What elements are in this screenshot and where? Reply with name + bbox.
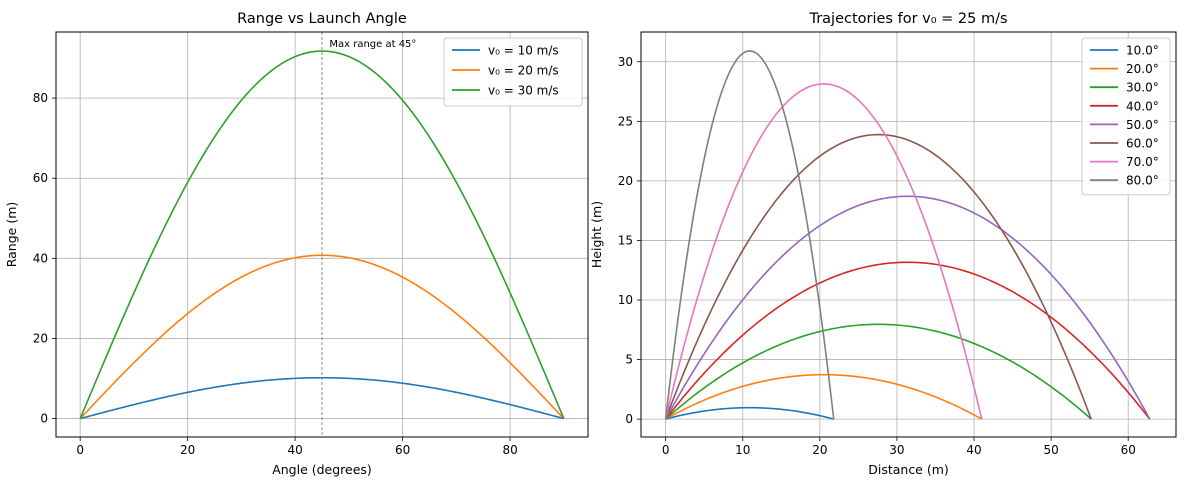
series-line-1	[79, 376, 565, 420]
y-tick-label: 5	[625, 353, 633, 367]
trajectory-line-4	[665, 261, 1151, 420]
max-range-annotation: Max range at 45°	[329, 39, 416, 50]
x-tick-label: 40	[966, 443, 981, 457]
x-tick-label: 80	[502, 443, 517, 457]
y-tick-label: 40	[33, 251, 48, 265]
range-chart-title: Range vs Launch Angle	[237, 11, 407, 27]
series-line-2	[79, 254, 565, 420]
legend-label: 60.0°	[1126, 137, 1159, 151]
x-tick-label: 0	[662, 443, 670, 457]
x-tick-label: 60	[395, 443, 410, 457]
y-tick-label: 20	[618, 174, 633, 188]
x-tick-label: 30	[889, 443, 904, 457]
legend-label: 80.0°	[1126, 174, 1159, 188]
x-tick-label: 20	[180, 443, 195, 457]
legend-box	[1081, 37, 1171, 196]
trajectory-chart-legend: 10.0° 20.0° 30.0° 40.0° 50.0° 60.0° 70.0° 80.0°	[1081, 37, 1171, 196]
range-chart-ticks: 0 20 40 60 80 0 20 40 60 80	[33, 91, 518, 457]
legend-label: 20.0°	[1126, 62, 1159, 76]
y-tick-label: 10	[618, 293, 633, 307]
trajectory-line-5	[664, 195, 1151, 420]
x-tick-label: 0	[76, 443, 84, 457]
legend-label: 50.0°	[1126, 118, 1159, 132]
x-tick-label: 60	[1121, 443, 1136, 457]
x-tick-label: 40	[287, 443, 302, 457]
trajectory-chart-frame	[640, 31, 1177, 438]
trajectory-chart-plot-area	[664, 50, 1151, 420]
legend-label: 30.0°	[1126, 81, 1159, 95]
range-chart-plot-area	[79, 32, 565, 437]
y-tick-label: 60	[33, 171, 48, 185]
trajectory-line-7	[664, 83, 983, 420]
y-tick-label: 25	[618, 114, 633, 128]
x-tick-label: 20	[812, 443, 827, 457]
trajectory-chart-y-axis-label: Height (m)	[589, 201, 604, 268]
trajectory-chart: 0 10 20 30 40 50 60 0 5 10 15 20 25 30 Trajectories f…	[589, 11, 1177, 477]
range-chart-frame	[55, 31, 589, 438]
y-tick-label: 0	[40, 412, 48, 426]
legend-label: v₀ = 30 m/s	[488, 84, 559, 98]
y-tick-label: 20	[33, 331, 48, 345]
trajectory-chart-title: Trajectories for v₀ = 25 m/s	[808, 11, 1007, 27]
y-tick-label: 30	[618, 55, 633, 69]
legend-box	[443, 37, 583, 107]
legend-label: 10.0°	[1126, 44, 1159, 58]
range-chart-y-axis-label: Range (m)	[4, 202, 19, 268]
trajectory-line-1	[665, 406, 834, 420]
trajectory-chart-x-axis-label: Distance (m)	[868, 462, 949, 477]
range-chart: 0 20 40 60 80 0 20 40 60 80 Range vs Launch Angle…	[4, 11, 589, 477]
legend-label: v₀ = 20 m/s	[488, 64, 559, 78]
trajectory-line-6	[664, 133, 1092, 420]
legend-label: 70.0°	[1126, 155, 1159, 169]
trajectory-line-3	[665, 323, 1092, 420]
range-chart-legend: v₀ = 10 m/s v₀ = 20 m/s v₀ = 30 m/s	[443, 37, 583, 107]
legend-label: 40.0°	[1126, 99, 1159, 113]
trajectory-line-2	[665, 373, 983, 420]
x-tick-label: 50	[1043, 443, 1058, 457]
y-tick-label: 15	[618, 233, 633, 247]
range-chart-x-axis-label: Angle (degrees)	[272, 462, 372, 477]
x-tick-label: 10	[735, 443, 750, 457]
y-tick-label: 80	[33, 91, 48, 105]
legend-label: v₀ = 10 m/s	[488, 44, 559, 58]
trajectory-line-8	[664, 50, 835, 420]
series-line-3	[79, 50, 565, 419]
y-tick-label: 0	[625, 412, 633, 426]
trajectory-chart-ticks: 0 10 20 30 40 50 60 0 5 10 15 20 25 30	[618, 55, 1136, 457]
